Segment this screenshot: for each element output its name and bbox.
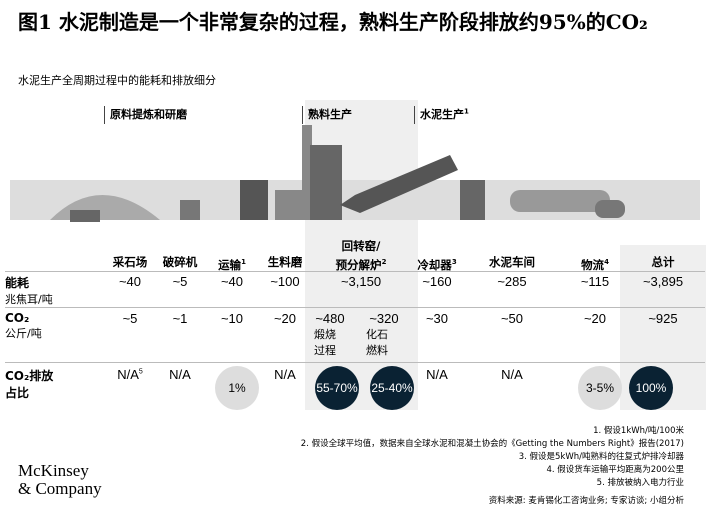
stage-divider: [414, 106, 415, 124]
sup: 2: [381, 258, 387, 266]
label: 运输: [218, 257, 242, 272]
share-value: N/A: [274, 367, 296, 382]
col-crusher: 破碎机: [162, 255, 198, 269]
col-cooler: 冷却器3: [402, 254, 472, 273]
sup: 4: [604, 258, 609, 266]
energy-value: ~3,150: [340, 274, 382, 289]
footnote: 3. 假设是5kWh/吨熟料的往复式炉排冷却器: [518, 452, 684, 462]
co2-value: ~925: [648, 311, 678, 326]
label: 能耗: [5, 276, 30, 290]
co2-note-fuel: 化石燃料: [366, 328, 388, 357]
co2-value: ~1: [172, 311, 188, 326]
row-label-co2: CO₂ 公斤/吨: [5, 311, 42, 341]
share-bubble: 3-5%: [578, 366, 622, 410]
co2-value: ~50: [500, 311, 524, 326]
footnotes: 1. 假设1kWh/吨/100米 2. 假设全球平均值，数据来自全球水泥和混凝土…: [301, 425, 684, 490]
energy-value: ~3,895: [642, 274, 684, 289]
sup: 1: [241, 258, 246, 266]
label: 冷却器: [417, 257, 452, 272]
process-illustration: [10, 125, 700, 222]
col-transport: 运输1: [197, 254, 267, 273]
divider: [5, 307, 705, 308]
unit: 兆焦耳/吨: [5, 293, 53, 306]
co2-value: ~20: [273, 311, 297, 326]
energy-value: ~40: [220, 274, 244, 289]
stage-divider: [104, 106, 105, 124]
label: CO₂: [5, 311, 30, 325]
share-value: N/A: [501, 367, 523, 382]
sup: 1: [464, 107, 469, 116]
footnote: 4. 假设货车运输平均距离为200公里: [546, 465, 684, 475]
stage-raw: 原料提炼和研磨: [110, 108, 187, 121]
share-value: N/A5: [95, 367, 165, 382]
energy-value: ~5: [172, 274, 188, 289]
subtitle: 水泥生产全周期过程中的能耗和排放细分: [18, 74, 216, 87]
share-bubble-calcination: 55-70%: [315, 366, 359, 410]
col-raw-mill: 生料磨: [267, 255, 303, 269]
stage-divider: [302, 106, 303, 124]
footnote: 2. 假设全球平均值，数据来自全球水泥和混凝土协会的《Getting the N…: [300, 439, 684, 449]
divider: [5, 271, 705, 272]
sup: 3: [451, 258, 457, 266]
energy-value: ~100: [270, 274, 300, 289]
logo-line: & Company: [18, 479, 102, 498]
label: N/A: [117, 367, 139, 382]
stage-clinker: 熟料生产: [308, 108, 352, 121]
co2-value: ~30: [425, 311, 449, 326]
col-logistics: 物流4: [560, 254, 630, 273]
logo-line: McKinsey: [18, 461, 89, 480]
row-label-share: CO₂排放占比: [5, 369, 54, 400]
column-headers: 采石场 破碎机 运输1 生料磨 回转窑/预分解炉2 冷却器3 水泥车间 物流4 …: [0, 238, 706, 273]
energy-value: ~40: [118, 274, 142, 289]
stage-cement: 水泥生产1: [420, 106, 469, 122]
col-quarry: 采石场: [112, 255, 148, 269]
share-bubble-fuel: 25-40%: [370, 366, 414, 410]
co2-value-calcination: ~480: [315, 311, 345, 326]
sup: 5: [138, 368, 143, 376]
co2-note-calcination: 煅烧过程: [314, 328, 336, 357]
footnote: 1. 假设1kWh/吨/100米: [593, 426, 684, 436]
label: 回转窑/: [341, 239, 381, 253]
label: 物流: [581, 257, 605, 272]
co2-value-fuel: ~320: [369, 311, 399, 326]
col-total: 总计: [651, 255, 675, 269]
share-bubble-total: 100%: [629, 366, 673, 410]
stage-cement-label: 水泥生产: [420, 108, 464, 121]
label: 预分解炉: [335, 257, 382, 272]
page-title: 图1 水泥制造是一个非常复杂的过程，熟料生产阶段排放约95%的CO₂: [18, 10, 648, 34]
footnote: 5. 排放被纳入电力行业: [596, 478, 684, 488]
mckinsey-logo: McKinsey & Company: [18, 462, 102, 498]
source: 资料来源: 麦肯锡化工咨询业务; 专家访谈; 小组分析: [488, 496, 684, 506]
share-value: N/A: [426, 367, 448, 382]
unit: 公斤/吨: [5, 327, 42, 340]
share-bubble: 1%: [215, 366, 259, 410]
energy-value: ~285: [497, 274, 527, 289]
co2-value: ~5: [122, 311, 138, 326]
energy-value: ~115: [580, 274, 610, 289]
col-cement-plant: 水泥车间: [489, 255, 535, 269]
co2-value: ~10: [220, 311, 244, 326]
row-label-energy: 能耗兆焦耳/吨: [5, 274, 53, 307]
energy-value: ~160: [422, 274, 452, 289]
divider: [5, 362, 705, 363]
share-value: N/A: [169, 367, 191, 382]
col-kiln: 回转窑/预分解炉2: [326, 238, 396, 273]
co2-value: ~20: [583, 311, 607, 326]
